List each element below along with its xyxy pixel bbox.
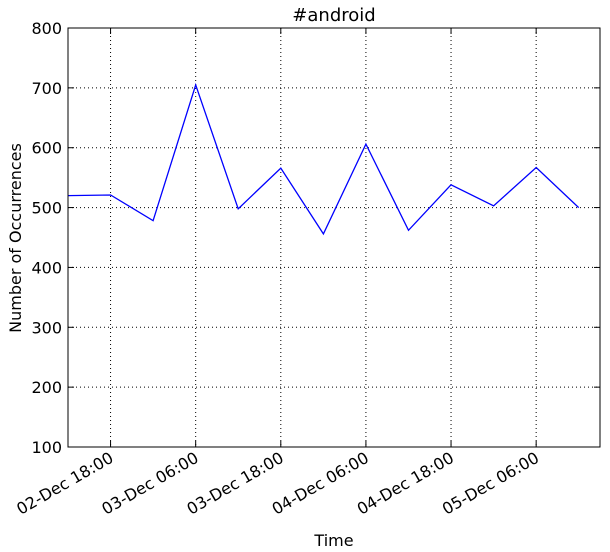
y-tick-label: 400 <box>31 258 62 277</box>
chart-title: #android <box>292 5 375 26</box>
series-layer <box>67 82 580 236</box>
y-tick-label: 100 <box>31 438 62 457</box>
x-tick-label: 05-Dec 06:00 <box>439 448 542 519</box>
y-axis-label: Number of Occurrences <box>6 143 25 333</box>
y-tick-label: 600 <box>31 139 62 158</box>
y-axis: 100 200 300 400 500 600 700 800 <box>31 19 600 457</box>
series-line <box>67 82 580 236</box>
plot-frame <box>67 27 601 448</box>
y-tick-label: 200 <box>31 378 62 397</box>
y-tick-label: 500 <box>31 199 62 218</box>
grid-lines <box>68 28 600 447</box>
x-axis-label: Time <box>313 531 353 550</box>
y-tick-label: 700 <box>31 79 62 98</box>
y-tick-label: 300 <box>31 318 62 337</box>
y-tick-label: 800 <box>31 19 62 38</box>
